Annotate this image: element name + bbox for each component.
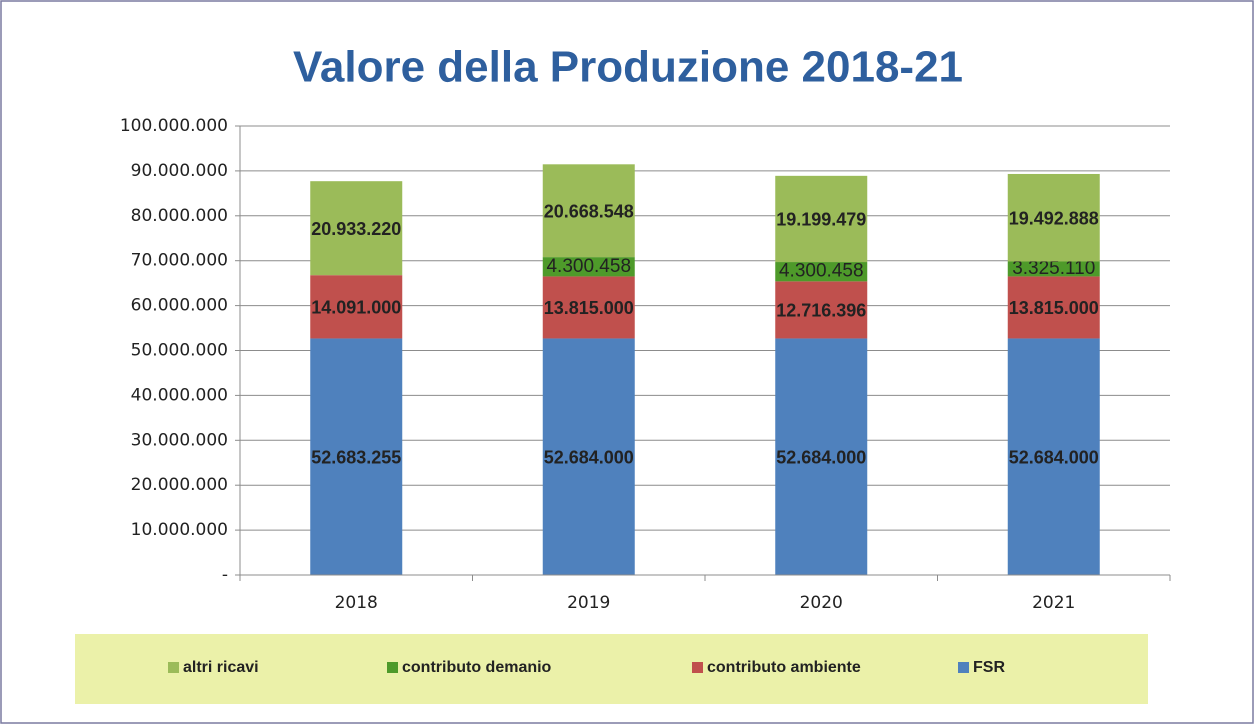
data-label: 19.492.888 xyxy=(1009,208,1099,228)
bar-segment xyxy=(542,257,635,277)
y-tick-label: 10.000.000 xyxy=(131,520,228,540)
y-tick-label: 60.000.000 xyxy=(131,296,228,316)
y-tick-label: 30.000.000 xyxy=(131,430,228,450)
bar-segment xyxy=(542,276,635,339)
legend-swatch xyxy=(168,662,179,673)
legend-swatch xyxy=(692,662,703,673)
y-tick-label: 20.000.000 xyxy=(131,475,228,495)
data-label: 4.300.458 xyxy=(546,256,631,277)
bar-segment xyxy=(542,164,635,258)
data-label: 3.325.110 xyxy=(1012,258,1095,279)
data-label: 13.815.000 xyxy=(1009,298,1099,318)
x-tick-label: 2018 xyxy=(335,593,378,613)
data-label: 14.091.000 xyxy=(311,298,401,318)
x-tick-label: 2020 xyxy=(800,593,843,613)
bar-segment xyxy=(1007,173,1100,262)
bar-segment xyxy=(310,338,403,575)
y-tick-label: 40.000.000 xyxy=(131,385,228,405)
bar-segment xyxy=(310,275,403,339)
legend-swatch xyxy=(387,662,398,673)
bar-segment xyxy=(310,181,403,276)
data-label: 20.933.220 xyxy=(311,219,401,239)
data-label: 52.684.000 xyxy=(776,447,866,467)
y-tick-label: 80.000.000 xyxy=(131,206,228,226)
y-tick-label: 100.000.000 xyxy=(120,116,228,136)
bar-segment xyxy=(775,281,868,339)
bar-segment xyxy=(1007,261,1100,277)
x-tick-label: 2021 xyxy=(1032,593,1075,613)
y-tick-label: - xyxy=(222,565,228,585)
y-tick-label: 90.000.000 xyxy=(131,161,228,181)
data-label: 12.716.396 xyxy=(776,301,866,321)
data-label: 52.684.000 xyxy=(544,447,634,467)
legend-swatch xyxy=(958,662,969,673)
chart-title: Valore della Produzione 2018-21 xyxy=(293,43,963,92)
y-tick-label: 70.000.000 xyxy=(131,251,228,271)
data-label: 19.199.479 xyxy=(776,210,866,230)
legend-label: altri ricavi xyxy=(183,659,259,676)
bar-segment xyxy=(1007,338,1100,575)
x-tick-label: 2019 xyxy=(567,593,610,613)
data-label: 52.684.000 xyxy=(1009,447,1099,467)
legend-label: FSR xyxy=(973,659,1005,676)
bar-segment xyxy=(1007,276,1100,339)
legend-label: contributo demanio xyxy=(402,659,552,676)
y-tick-label: 50.000.000 xyxy=(131,341,228,361)
legend-box xyxy=(75,634,1148,704)
data-label: 13.815.000 xyxy=(544,298,634,318)
data-label: 20.668.548 xyxy=(544,201,634,221)
bar-segment xyxy=(542,338,635,575)
bar-segment xyxy=(775,338,868,575)
bar-segment xyxy=(775,262,868,282)
legend-label: contributo ambiente xyxy=(707,659,861,676)
data-label: 4.300.458 xyxy=(779,261,864,282)
bar-segment xyxy=(775,175,868,263)
data-label: 52.683.255 xyxy=(311,447,401,467)
